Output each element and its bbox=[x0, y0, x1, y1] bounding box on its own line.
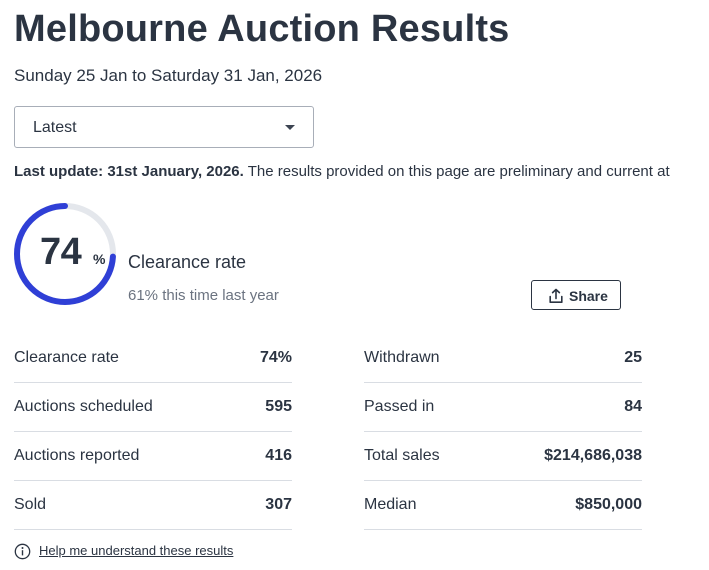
stat-row-withdrawn: Withdrawn 25 bbox=[364, 334, 642, 383]
date-range: Sunday 25 Jan to Saturday 31 Jan, 2026 bbox=[14, 66, 323, 85]
stat-label: Auctions reported bbox=[14, 447, 140, 464]
stat-row-total-sales: Total sales $214,686,038 bbox=[364, 432, 642, 481]
stat-row-sold: Sold 307 bbox=[14, 481, 292, 530]
clearance-ring: 74 % bbox=[12, 201, 118, 307]
stat-label: Passed in bbox=[364, 398, 435, 415]
stats-left-column: Clearance rate 74% Auctions scheduled 59… bbox=[14, 334, 292, 530]
stat-value: $850,000 bbox=[575, 496, 642, 513]
stat-value: 74% bbox=[259, 349, 292, 366]
clearance-rate-value: 74 bbox=[40, 231, 82, 273]
clearance-rate-label: Clearance rate bbox=[128, 252, 247, 272]
stat-value: 416 bbox=[265, 447, 292, 464]
stat-value: 307 bbox=[265, 496, 292, 513]
stat-label: Median bbox=[364, 496, 417, 513]
stat-label: Total sales bbox=[364, 447, 440, 464]
stat-label: Clearance rate bbox=[14, 349, 119, 366]
stat-value: 84 bbox=[624, 398, 642, 415]
period-select[interactable]: Latest bbox=[14, 106, 314, 148]
share-button-label: Share bbox=[569, 288, 608, 304]
clearance-rate-comparison: 61% this time last year bbox=[128, 287, 279, 304]
chevron-down-icon bbox=[285, 125, 295, 130]
update-notice: Last update: 31st January, 2026. The res… bbox=[14, 163, 709, 180]
stat-row-clearance-rate: Clearance rate 74% bbox=[14, 334, 292, 383]
stat-value: 595 bbox=[265, 398, 292, 415]
stat-row-median: Median $850,000 bbox=[364, 481, 642, 530]
info-icon bbox=[14, 543, 31, 560]
clearance-rate-unit: % bbox=[93, 251, 106, 267]
stat-row-auctions-reported: Auctions reported 416 bbox=[14, 432, 292, 481]
stat-row-passed-in: Passed in 84 bbox=[364, 383, 642, 432]
clearance-ring-chart bbox=[14, 203, 116, 305]
stat-row-auctions-scheduled: Auctions scheduled 595 bbox=[14, 383, 292, 432]
update-text: The results provided on this page are pr… bbox=[243, 163, 670, 180]
share-icon bbox=[549, 288, 563, 303]
stat-label: Sold bbox=[14, 496, 47, 513]
help-link-label: Help me understand these results bbox=[39, 543, 234, 558]
share-button[interactable]: Share bbox=[531, 280, 621, 310]
stat-label: Auctions scheduled bbox=[14, 398, 153, 415]
stats-right-column: Withdrawn 25 Passed in 84 Total sales $2… bbox=[364, 334, 642, 530]
stat-label: Withdrawn bbox=[364, 349, 440, 366]
page-title: Melbourne Auction Results bbox=[14, 8, 510, 50]
period-select-value: Latest bbox=[33, 119, 77, 136]
stat-value: $214,686,038 bbox=[544, 447, 642, 464]
stat-value: 25 bbox=[624, 349, 642, 366]
update-date: Last update: 31st January, 2026. bbox=[14, 163, 244, 180]
ring-progress-arc bbox=[14, 203, 116, 305]
